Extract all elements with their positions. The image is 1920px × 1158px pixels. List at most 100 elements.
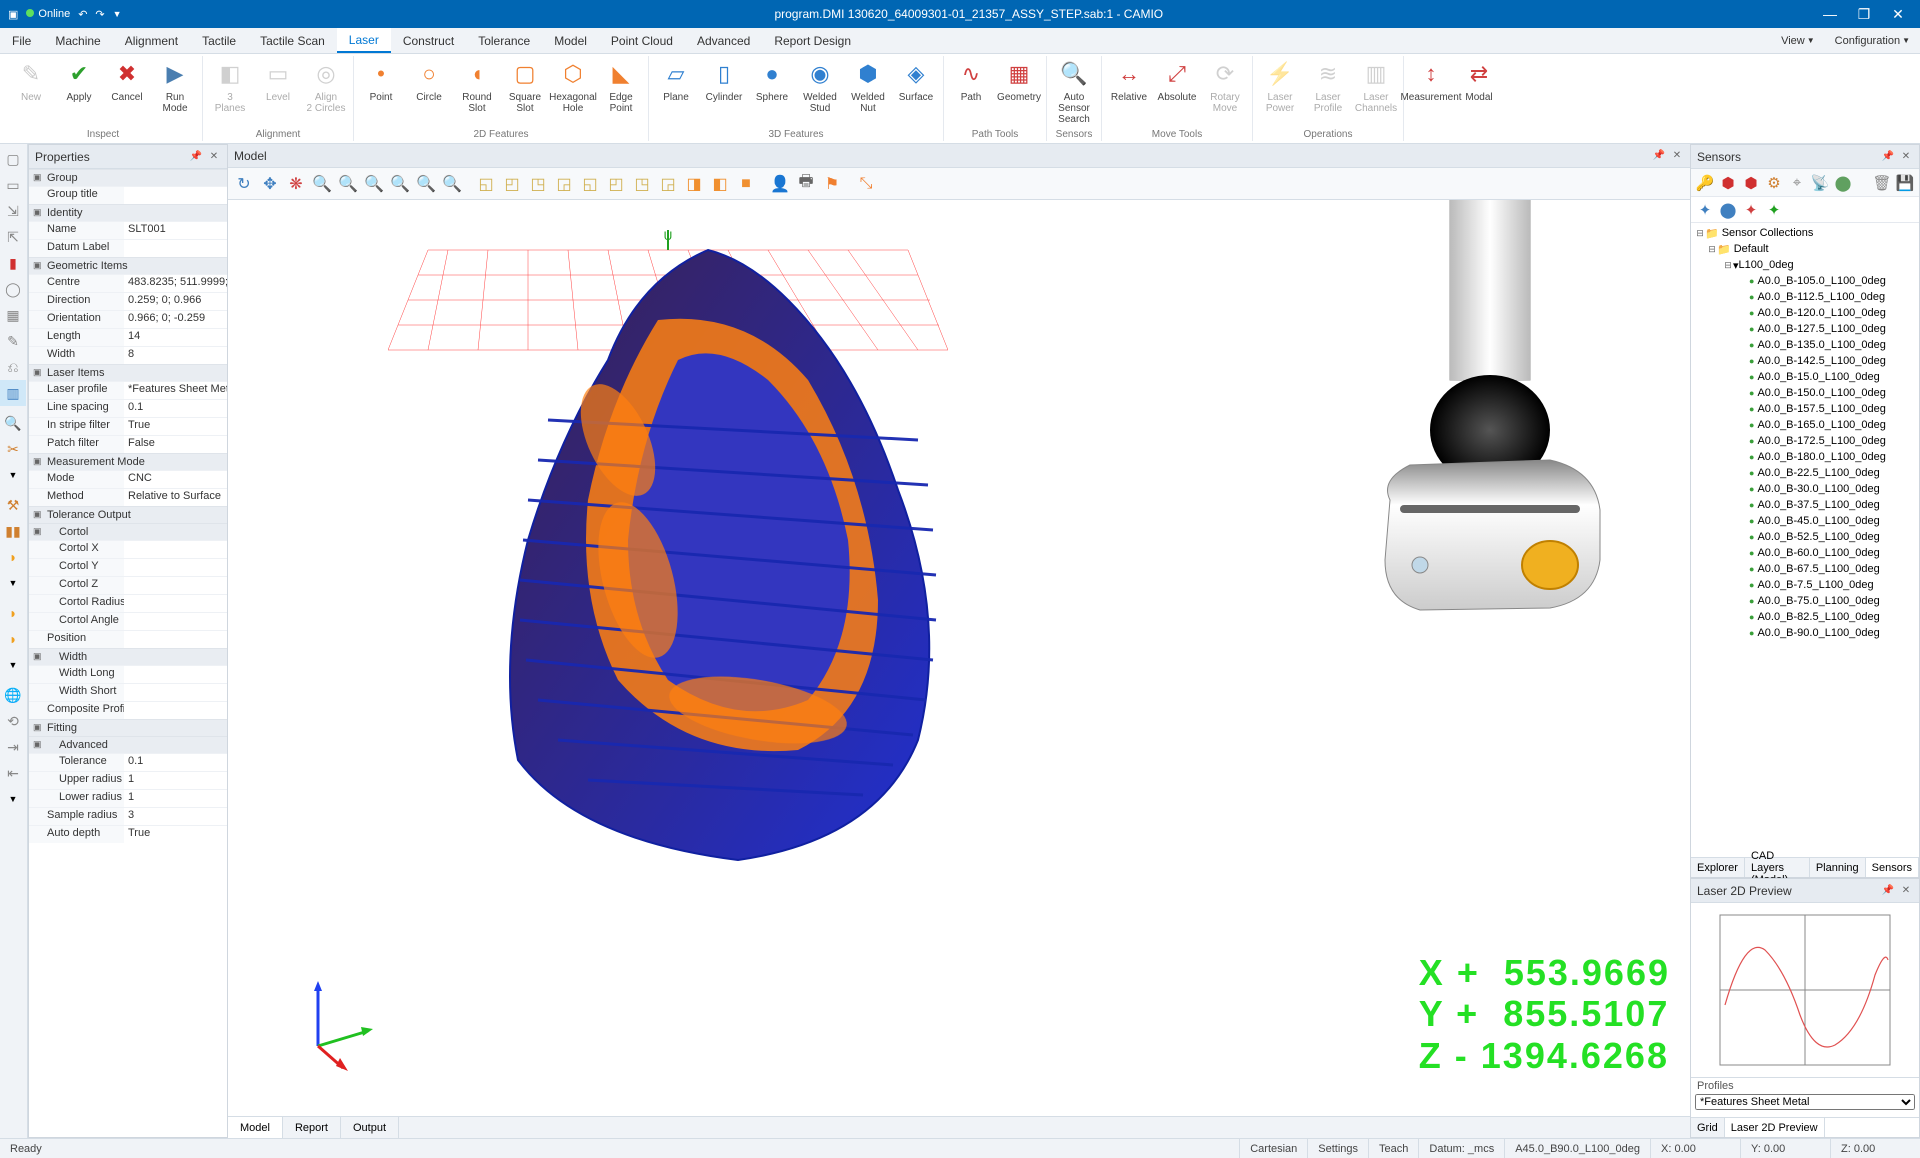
prop-section[interactable]: Geometric Items (29, 257, 227, 274)
prop-row[interactable]: Cortol Angle (29, 612, 227, 630)
pan-icon[interactable]: ✥ (258, 172, 282, 196)
tree-node[interactable]: ⊟▾ L100_0deg (1691, 257, 1919, 273)
tree-node[interactable]: ●A0.0_B-105.0_L100_0deg (1691, 273, 1919, 289)
sensor-filter-icon[interactable]: ✦ (1764, 200, 1784, 220)
ribbon-relative[interactable]: ↔Relative (1106, 56, 1152, 128)
prop-section[interactable]: Tolerance Output (29, 506, 227, 523)
prop-row[interactable]: Length14 (29, 328, 227, 346)
tree-node[interactable]: ●A0.0_B-135.0_L100_0deg (1691, 337, 1919, 353)
prop-row[interactable]: Lower radius offs1 (29, 789, 227, 807)
ribbon-welded-nut[interactable]: ⬢WeldedNut (845, 56, 891, 128)
ribbon-hexagonal-hole[interactable]: ⬡HexagonalHole (550, 56, 596, 128)
prop-row[interactable]: Cortol X (29, 540, 227, 558)
menu-file[interactable]: File (0, 28, 43, 53)
tree-node[interactable]: ●A0.0_B-180.0_L100_0deg (1691, 449, 1919, 465)
prop-row[interactable]: Cortol Z (29, 576, 227, 594)
tab-laser--d-preview[interactable]: Laser 2D Preview (1725, 1118, 1825, 1137)
tool-icon[interactable]: ▮ (0, 250, 26, 276)
ribbon-surface[interactable]: ◈Surface (893, 56, 939, 128)
tool-icon[interactable]: ◗ (0, 544, 26, 570)
view-icon[interactable]: ◲ (552, 172, 576, 196)
ribbon-path[interactable]: ∿Path (948, 56, 994, 128)
prop-section[interactable]: Width (29, 648, 227, 665)
view-icon[interactable]: ◰ (500, 172, 524, 196)
tool-icon[interactable]: ◗ (0, 600, 26, 626)
pin-icon[interactable]: 📌 (1652, 149, 1666, 163)
prop-row[interactable]: Line spacing0.1 (29, 399, 227, 417)
tool-icon[interactable]: 🌐 (0, 682, 26, 708)
tool-icon[interactable]: ▼ (0, 462, 26, 488)
view-icon[interactable]: ◨ (682, 172, 706, 196)
tree-node[interactable]: ●A0.0_B-37.5_L100_0deg (1691, 497, 1919, 513)
sensor-tool-icon[interactable]: ⬤ (1833, 173, 1853, 193)
ribbon-plane[interactable]: ▱Plane (653, 56, 699, 128)
menu-machine[interactable]: Machine (43, 28, 112, 53)
profile-select[interactable]: *Features Sheet Metal (1695, 1094, 1915, 1110)
prop-row[interactable]: Orientation0.966; 0; -0.259 (29, 310, 227, 328)
undo-icon[interactable]: ↶ (78, 8, 87, 21)
tab-cad-layers--model-[interactable]: CAD Layers (Model) (1745, 858, 1810, 877)
view-icon[interactable]: ◱ (578, 172, 602, 196)
tool-icon[interactable]: ▭ (0, 172, 26, 198)
ribbon-edge-point[interactable]: ◣EdgePoint (598, 56, 644, 128)
zoom-fit-icon[interactable]: 🔍 (388, 172, 412, 196)
prop-row[interactable]: Width Long (29, 665, 227, 683)
prop-row[interactable]: Width Short (29, 683, 227, 701)
tool-icon[interactable]: ⇥ (0, 734, 26, 760)
flag-icon[interactable]: ⚑ (820, 172, 844, 196)
tab-planning[interactable]: Planning (1810, 858, 1866, 877)
view-icon[interactable]: ◧ (708, 172, 732, 196)
status-settings[interactable]: Settings (1307, 1139, 1368, 1158)
menu-model[interactable]: Model (542, 28, 599, 53)
ribbon-round-slot[interactable]: ◖RoundSlot (454, 56, 500, 128)
menu-view[interactable]: View ▼ (1771, 28, 1825, 53)
ribbon-square-slot[interactable]: ▢SquareSlot (502, 56, 548, 128)
minimize-button[interactable]: — (1816, 4, 1844, 24)
zoom-in-icon[interactable]: 🔍 (336, 172, 360, 196)
ribbon-auto-sensor-search[interactable]: 🔍AutoSensor Search (1051, 56, 1097, 128)
view-icon[interactable]: ◱ (474, 172, 498, 196)
tab-grid[interactable]: Grid (1691, 1118, 1725, 1137)
tool-icon[interactable]: ◯ (0, 276, 26, 302)
tool-icon[interactable]: ▦ (0, 302, 26, 328)
ribbon-cylinder[interactable]: ▯Cylinder (701, 56, 747, 128)
status-teach[interactable]: Teach (1368, 1139, 1418, 1158)
prop-row[interactable]: NameSLT001 (29, 221, 227, 239)
view-icon[interactable]: ◰ (604, 172, 628, 196)
pin-icon[interactable]: 📌 (1881, 884, 1895, 898)
prop-section[interactable]: Laser Items (29, 364, 227, 381)
tool-icon[interactable]: ▼ (0, 570, 26, 596)
qat-dropdown-icon[interactable]: ▼ (113, 9, 122, 19)
tree-node[interactable]: ●A0.0_B-30.0_L100_0deg (1691, 481, 1919, 497)
tool-icon[interactable]: ▢ (0, 146, 26, 172)
tab-model[interactable]: Model (228, 1117, 283, 1138)
ribbon-geometry[interactable]: ▦Geometry (996, 56, 1042, 128)
tree-node[interactable]: ●A0.0_B-82.5_L100_0deg (1691, 609, 1919, 625)
menu-advanced[interactable]: Advanced (685, 28, 762, 53)
ribbon-modal[interactable]: ⇄Modal (1456, 56, 1502, 139)
axis-icon[interactable]: ⤡ (854, 172, 878, 196)
rotate-icon[interactable]: ↻ (232, 172, 256, 196)
tree-node[interactable]: ●A0.0_B-67.5_L100_0deg (1691, 561, 1919, 577)
status-angle[interactable]: A45.0_B90.0_L100_0deg (1504, 1139, 1650, 1158)
tree-node[interactable]: ●A0.0_B-7.5_L100_0deg (1691, 577, 1919, 593)
view-icon[interactable]: ◲ (656, 172, 680, 196)
tab-explorer[interactable]: Explorer (1691, 858, 1745, 877)
tree-node[interactable]: ●A0.0_B-150.0_L100_0deg (1691, 385, 1919, 401)
prop-section[interactable]: Advanced (29, 736, 227, 753)
prop-row[interactable]: ModeCNC (29, 470, 227, 488)
ribbon-measurement[interactable]: ↕Measurement (1408, 56, 1454, 139)
sensor-tool-icon[interactable]: ⬢ (1718, 173, 1738, 193)
close-icon[interactable]: ✕ (207, 150, 221, 164)
prop-row[interactable]: Width8 (29, 346, 227, 364)
prop-row[interactable]: Sample radius3 (29, 807, 227, 825)
sensor-tree[interactable]: ⊟📁Sensor Collections⊟📁Default⊟▾ L100_0de… (1691, 223, 1919, 857)
ribbon-apply[interactable]: ✔Apply (56, 56, 102, 128)
tree-node[interactable]: ●A0.0_B-112.5_L100_0deg (1691, 289, 1919, 305)
ribbon-point[interactable]: •Point (358, 56, 404, 128)
tree-node[interactable]: ●A0.0_B-165.0_L100_0deg (1691, 417, 1919, 433)
sensor-tool-icon[interactable]: 🔑 (1695, 173, 1715, 193)
orbit-icon[interactable]: ❋ (284, 172, 308, 196)
pin-icon[interactable]: 📌 (1881, 150, 1895, 164)
menu-report-design[interactable]: Report Design (762, 28, 863, 53)
